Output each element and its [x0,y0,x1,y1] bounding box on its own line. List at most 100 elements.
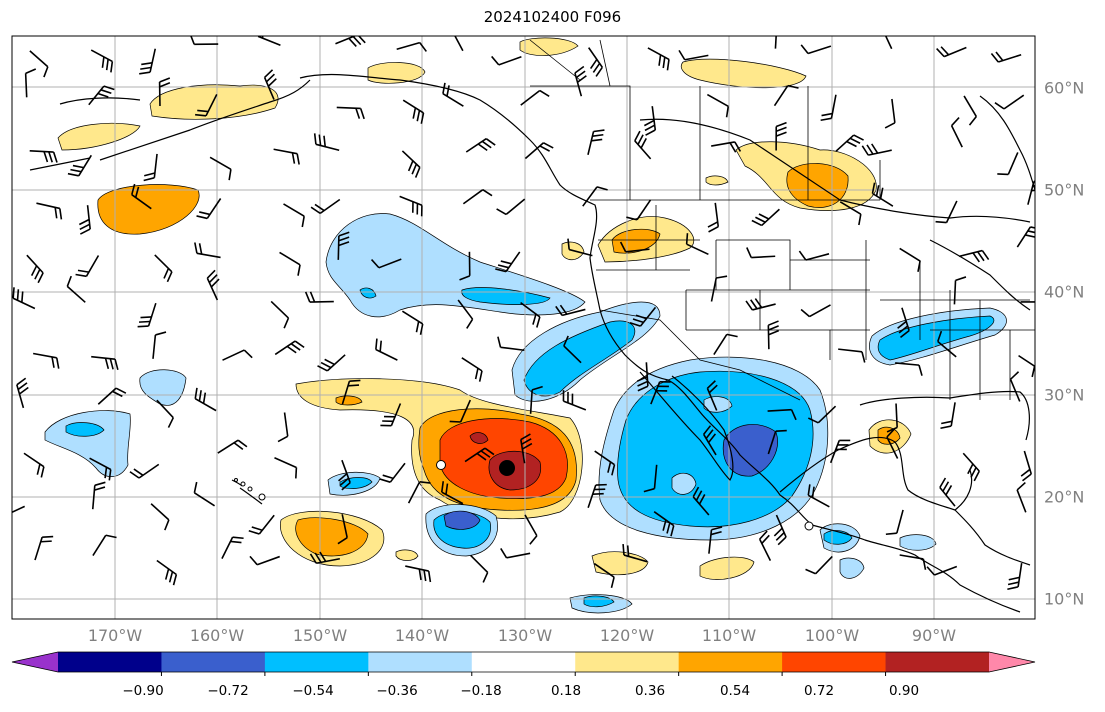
wind-barb [587,483,607,509]
negative-anomaly-region [671,472,697,495]
wind-barb [337,231,350,260]
wind-barb [283,203,305,228]
wind-barb [886,403,898,433]
colorbar-tick-label: 0.18 [550,683,582,699]
wind-barb [341,379,361,405]
wind-barb [800,304,831,318]
wind-barb [279,251,301,276]
wind-barb [91,355,119,371]
wind-barb [884,98,896,129]
longitude-label: 170°W [87,626,143,645]
longitude-label: 120°W [599,626,655,645]
negative-anomaly-region [65,422,105,437]
wind-barb [190,36,219,46]
wind-barb [156,399,175,428]
wind-barb [375,338,398,361]
wind-barb [263,69,277,100]
colorbar-segment [678,652,783,672]
wind-barbs [12,36,1035,591]
wind-barb [1016,226,1035,248]
wind-barb [16,377,29,409]
wind-barb [636,362,649,392]
colorbar-tick-label: 0.36 [634,683,666,699]
wind-barb [249,555,280,566]
wind-barb [194,242,221,259]
wind-barb [767,320,780,350]
wind-barb [861,143,892,156]
wind-barb [23,452,45,478]
map-frame [11,35,1036,620]
latitude-label: 40°N [1044,282,1085,302]
wind-barb [899,554,927,570]
wind-barb [222,349,253,361]
wind-barb [401,310,424,335]
wind-barb [520,89,550,106]
wind-barb [440,481,464,505]
wind-barb [650,381,671,405]
wind-barb [75,255,100,278]
wind-barb [629,306,657,327]
country-borders [529,39,1035,401]
wind-barb [939,477,956,507]
wind-barb [936,46,967,58]
wind-barb [379,462,406,483]
longitude-label: 90°W [911,626,957,645]
wind-barb [459,251,471,281]
positive-anomaly-region [488,450,542,491]
wind-barb [962,452,980,482]
wind-barb [461,357,483,382]
wind-barb [491,55,522,66]
negative-anomaly-region [877,315,995,361]
colorbar-segment [368,652,473,672]
colorbar-tick-label: 0.90 [888,683,920,699]
wind-barb [158,77,171,107]
colorbar-tick-label: −0.18 [460,683,502,699]
wind-barb [574,65,587,97]
negative-anomaly-region [359,287,377,299]
wind-barb [217,439,248,454]
wind-barb [745,298,776,311]
wind-barb [774,36,777,49]
colorbar-segment [782,652,887,672]
wind-barb [634,130,652,160]
wind-barb [137,302,157,328]
wind-barb [313,133,340,152]
wind-barb [270,300,290,329]
wind-barb [309,551,340,565]
wind-barb [963,95,978,126]
wind-barb [1018,354,1035,378]
wind-barb [773,514,787,546]
wind-barb [562,390,587,411]
wind-barb [206,269,220,301]
latitude-label: 50°N [1044,180,1085,200]
wind-barb [524,514,538,545]
negative-anomaly-region [325,213,586,318]
wind-barb [767,408,797,421]
wind-barb [338,459,351,491]
wind-barb [899,247,921,272]
wind-barb [380,403,402,427]
wind-barb [758,530,772,561]
wind-barb [193,481,216,507]
wind-barb [500,548,531,559]
wind-barb [143,153,158,182]
wind-barb [805,555,833,575]
wind-barb [619,241,650,253]
wind-barb [396,41,427,52]
wind-barb [462,188,493,205]
wind-barb [940,402,956,430]
colorbar-extension-low [12,652,58,672]
wind-barb [88,85,115,106]
positive-anomaly-region [699,556,755,580]
wind-barb [274,340,305,356]
wind-barb [990,51,1022,63]
colorbar-tick-label: 0.72 [803,683,835,699]
wind-barb [692,486,710,516]
wind-barb [336,106,365,120]
wind-barb [401,150,421,178]
colorbar-tick-label: 0.54 [719,683,751,699]
wind-barb [626,199,652,221]
wind-barb [12,287,36,310]
wind-barb [196,198,222,220]
